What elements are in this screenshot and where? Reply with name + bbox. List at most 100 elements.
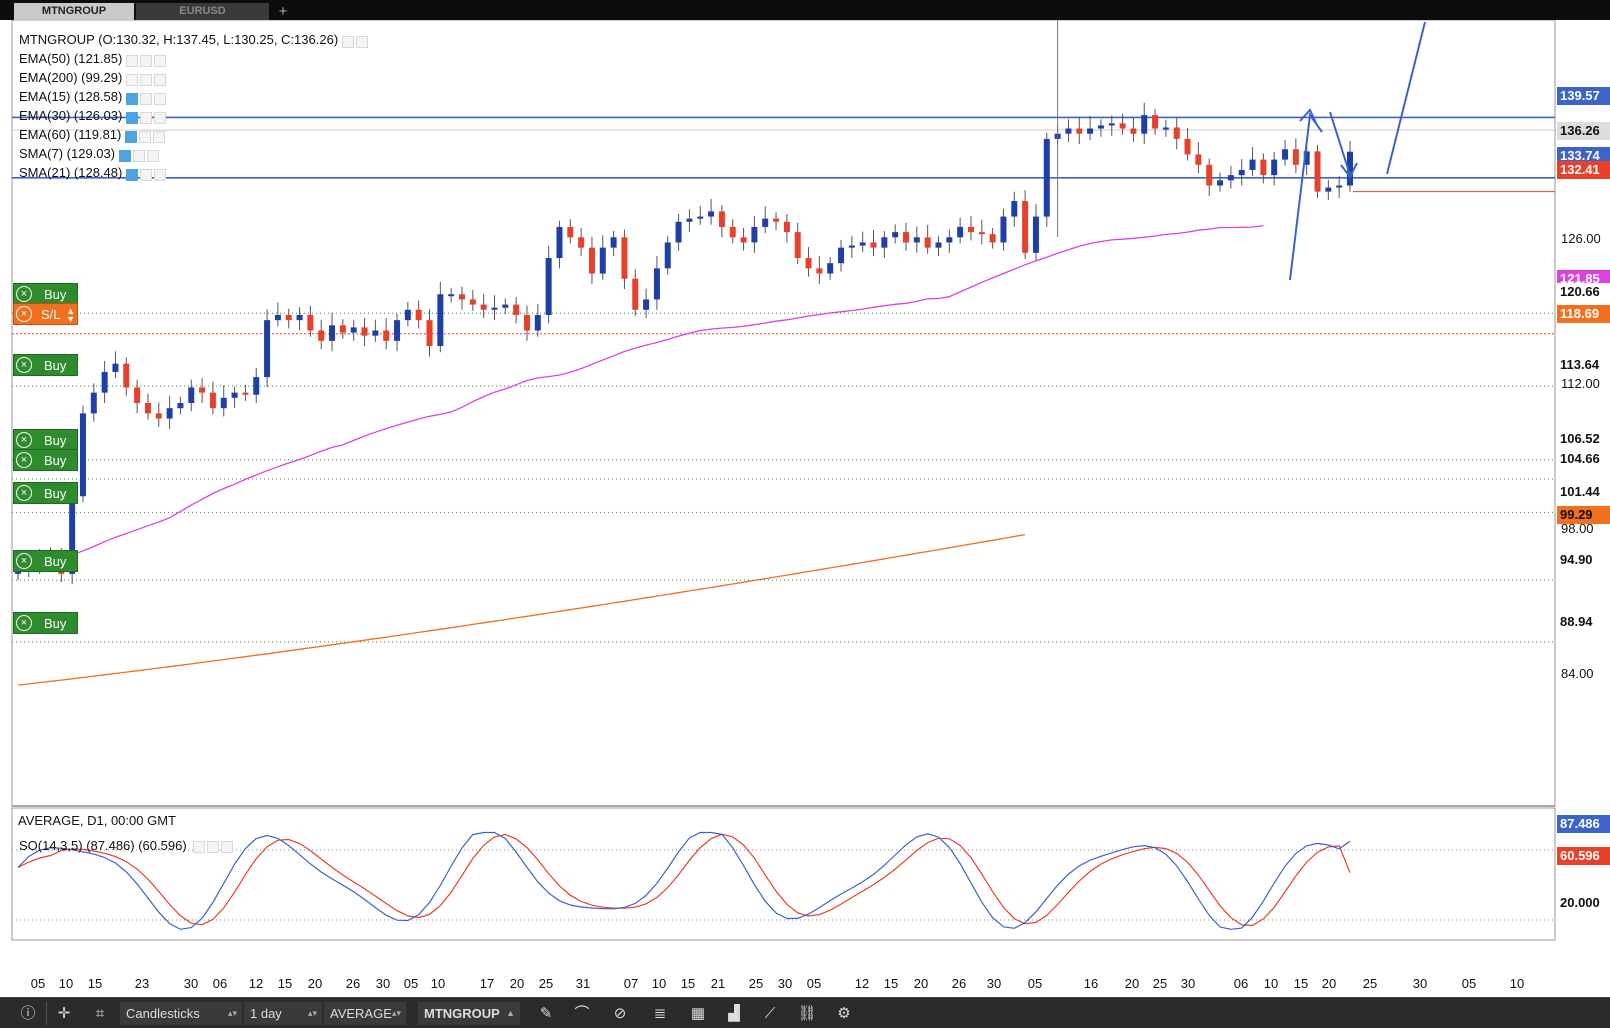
hide-drawings-icon[interactable]: ⊘ bbox=[613, 1005, 627, 1022]
crop-icon[interactable]: ⌗ bbox=[95, 1005, 105, 1022]
oscillator-close-icon[interactable] bbox=[220, 840, 233, 853]
indicator-eye-icon[interactable] bbox=[140, 92, 153, 105]
gear-icon[interactable]: ⚙ bbox=[837, 1005, 851, 1022]
symbol-select[interactable]: MTNGROUP ▲ bbox=[418, 1002, 520, 1025]
close-icon[interactable]: × bbox=[16, 286, 32, 302]
candle-body bbox=[448, 294, 455, 297]
indicator-settings-icon[interactable] bbox=[119, 149, 132, 162]
symbol-value: MTNGROUP bbox=[424, 1006, 500, 1021]
chart-type-select[interactable]: Candlesticks ▴▾ bbox=[120, 1002, 242, 1025]
indicator-legend-buttons bbox=[125, 128, 167, 143]
oscillator-settings-icon[interactable] bbox=[192, 840, 205, 853]
close-icon[interactable]: × bbox=[16, 452, 32, 468]
indicator-close-icon[interactable] bbox=[154, 168, 167, 181]
tab-eurusd[interactable]: EURUSD bbox=[136, 3, 269, 20]
candle-body bbox=[1000, 216, 1007, 243]
stepper-icon[interactable]: ▲ ▼ bbox=[66, 306, 75, 324]
trend-icon[interactable]: ⟋ bbox=[764, 1005, 776, 1022]
candle-body bbox=[1206, 164, 1213, 186]
indicator-eye-icon[interactable] bbox=[140, 111, 153, 124]
close-icon[interactable]: × bbox=[16, 485, 32, 501]
indicator-eye-icon[interactable] bbox=[139, 130, 152, 143]
candle-body bbox=[686, 218, 693, 222]
chart-canvas[interactable] bbox=[0, 20, 1610, 997]
layout-grid-icon[interactable]: ▦ bbox=[690, 1005, 706, 1022]
close-icon[interactable]: × bbox=[16, 432, 32, 448]
time-axis-day-label: 06 bbox=[212, 976, 228, 991]
indicator-eye-icon[interactable] bbox=[140, 73, 153, 86]
candle-body bbox=[1087, 128, 1094, 134]
candle-body bbox=[513, 304, 520, 315]
indicator-eye-icon[interactable] bbox=[133, 149, 146, 162]
indicator-close-icon[interactable] bbox=[147, 149, 160, 162]
indicator-close-icon[interactable] bbox=[154, 54, 167, 67]
candle-body bbox=[307, 314, 314, 331]
candle-body bbox=[599, 247, 606, 274]
close-icon[interactable]: × bbox=[16, 357, 32, 373]
time-axis-day-label: 26 bbox=[345, 976, 361, 991]
indicator-close-icon[interactable] bbox=[154, 73, 167, 86]
chart-area[interactable]: MTNGROUP (O:130.32, H:137.45, L:130.25, … bbox=[0, 20, 1610, 1017]
indicator-legend: EMA(50) (121.85) bbox=[19, 51, 168, 67]
legend-settings-icon[interactable] bbox=[342, 35, 355, 48]
candle-body bbox=[967, 226, 974, 233]
candle-body bbox=[426, 320, 433, 347]
drawn-arrow bbox=[1329, 111, 1351, 176]
templates-icon[interactable]: ▟ bbox=[728, 1005, 740, 1022]
buy-order-button[interactable]: × Buy bbox=[13, 429, 78, 451]
pencil-icon[interactable]: ✎ bbox=[539, 1005, 553, 1022]
candle-body bbox=[1141, 115, 1148, 134]
timeframe-select[interactable]: 1 day ▴▾ bbox=[244, 1002, 322, 1025]
indicator-settings-icon[interactable] bbox=[126, 54, 139, 67]
time-axis-day-label: 30 bbox=[1412, 976, 1428, 991]
tab-mtngroup[interactable]: MTNGROUP bbox=[14, 3, 134, 20]
time-axis-day-label: 21 bbox=[710, 976, 726, 991]
buy-order-button[interactable]: × Buy bbox=[13, 550, 78, 572]
drawn-arrow bbox=[1386, 21, 1426, 175]
indicator-settings-icon[interactable] bbox=[125, 130, 138, 143]
stop-loss-button[interactable]: × S/L ▲ ▼ bbox=[13, 303, 78, 325]
time-axis-day-label: 10 bbox=[1263, 976, 1279, 991]
time-axis-day-label: 10 bbox=[651, 976, 667, 991]
candle-body bbox=[1195, 154, 1202, 165]
price-type-select[interactable]: AVERAGE ▴▾ bbox=[324, 1002, 406, 1025]
candle-body bbox=[740, 237, 747, 243]
time-axis-day-label: 25 bbox=[1362, 976, 1378, 991]
link-icon[interactable]: ⛓ bbox=[797, 1005, 817, 1022]
candle-body bbox=[231, 392, 238, 398]
close-icon[interactable]: × bbox=[16, 615, 32, 631]
candle-body bbox=[339, 325, 346, 333]
add-tab-button[interactable]: + bbox=[278, 3, 288, 20]
candle-body bbox=[827, 263, 834, 274]
buy-order-button[interactable]: × Buy bbox=[13, 283, 78, 305]
close-icon[interactable]: × bbox=[16, 553, 32, 569]
candle-body bbox=[134, 387, 141, 403]
indicators-icon[interactable]: ≣ bbox=[653, 1005, 667, 1022]
timeframe-value: 1 day bbox=[250, 1006, 282, 1021]
oscillator-eye-icon[interactable] bbox=[206, 840, 219, 853]
indicator-settings-icon[interactable] bbox=[126, 73, 139, 86]
indicator-close-icon[interactable] bbox=[154, 92, 167, 105]
crosshair-icon[interactable]: ✛ bbox=[57, 1005, 71, 1022]
info-icon[interactable]: ⓘ bbox=[20, 1005, 36, 1022]
indicator-settings-icon[interactable] bbox=[126, 111, 139, 124]
candle-body bbox=[588, 247, 595, 274]
legend-eye-icon[interactable] bbox=[356, 35, 369, 48]
close-icon[interactable]: × bbox=[16, 306, 32, 322]
buy-order-button[interactable]: × Buy bbox=[13, 482, 78, 504]
buy-order-button[interactable]: × Buy bbox=[13, 354, 78, 376]
buy-order-button[interactable]: × Buy bbox=[13, 449, 78, 471]
candle-body bbox=[621, 237, 628, 279]
indicator-eye-icon[interactable] bbox=[140, 168, 153, 181]
indicator-close-icon[interactable] bbox=[154, 111, 167, 124]
indicator-settings-icon[interactable] bbox=[126, 92, 139, 105]
candle-body bbox=[1314, 151, 1321, 192]
indicator-eye-icon[interactable] bbox=[140, 54, 153, 67]
buy-order-button[interactable]: × Buy bbox=[13, 612, 78, 634]
indicator-close-icon[interactable] bbox=[153, 130, 166, 143]
magnet-icon[interactable]: ⌒ bbox=[574, 1005, 590, 1022]
time-axis-day-label: 30 bbox=[777, 976, 793, 991]
candle-body bbox=[79, 413, 86, 497]
price-tag: 118.69 bbox=[1557, 305, 1610, 323]
indicator-settings-icon[interactable] bbox=[126, 168, 139, 181]
